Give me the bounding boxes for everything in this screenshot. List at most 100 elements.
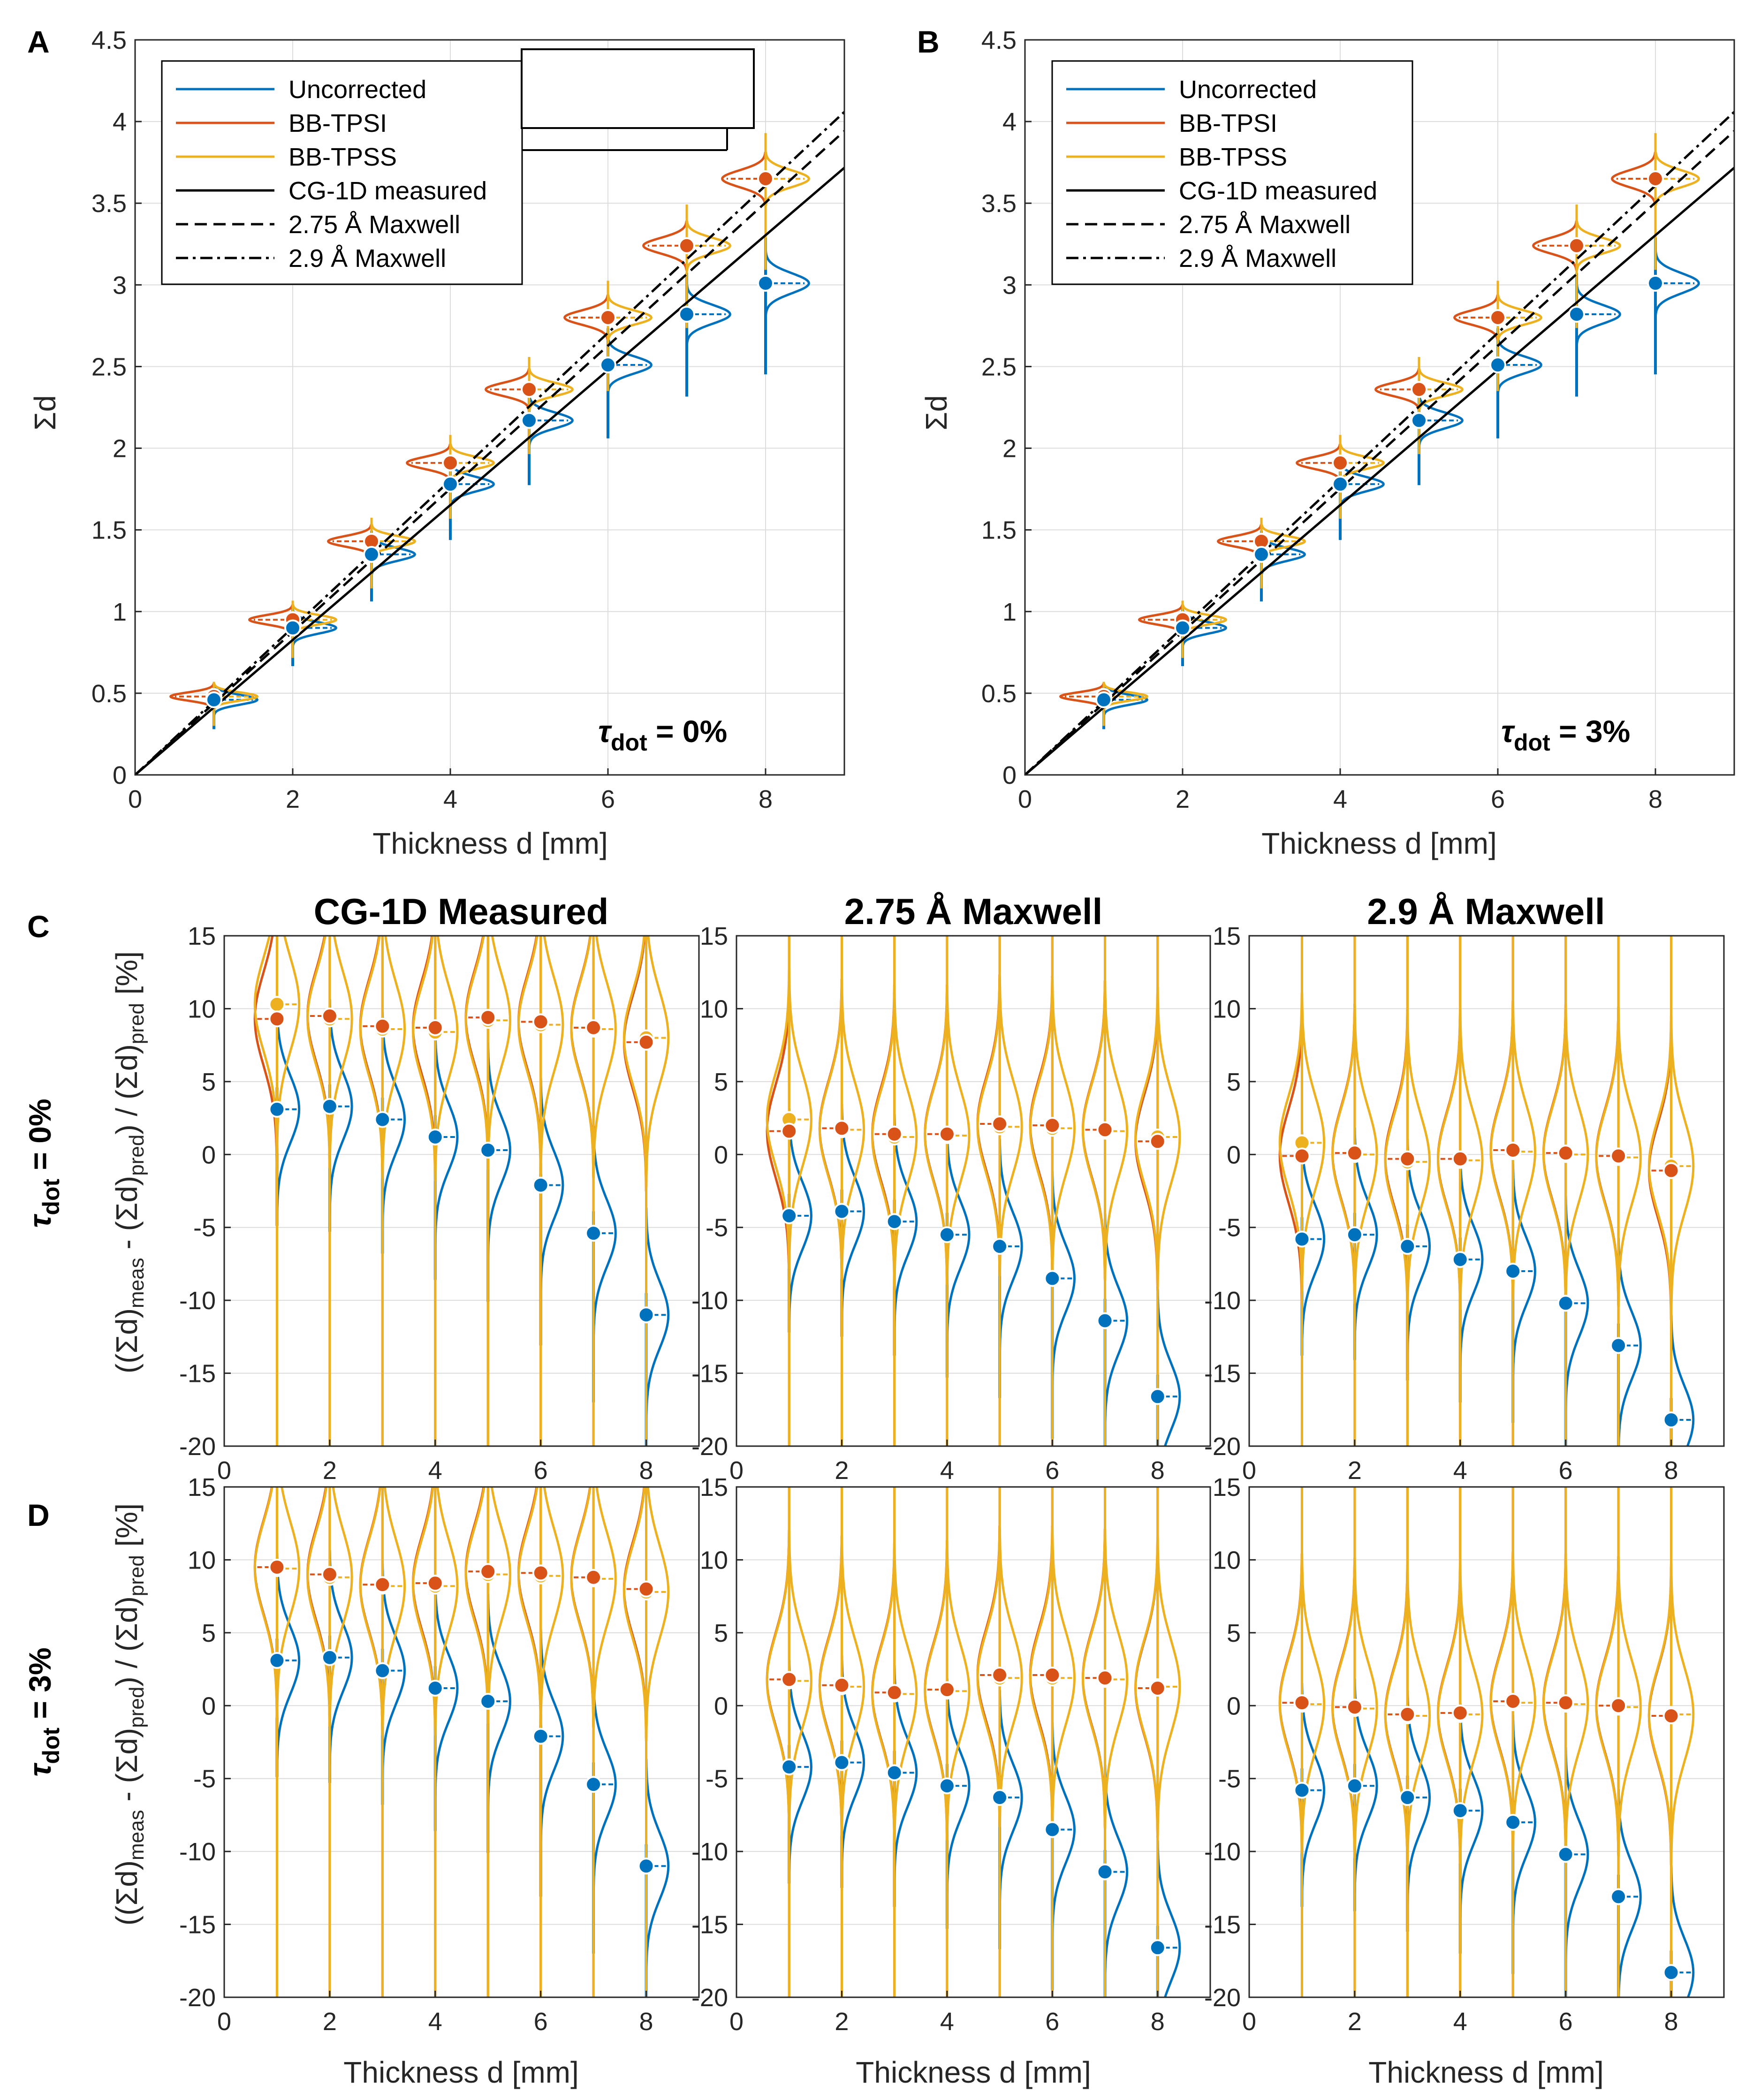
y-tick-label: -10 <box>179 1287 216 1315</box>
distribution-curve <box>924 985 971 1285</box>
y-tick-label: 5 <box>202 1619 216 1647</box>
column-title-275-maxwell: 2.75 Å Maxwell <box>844 891 1103 932</box>
data-point-bb-tpsi <box>678 237 695 254</box>
data-point-uncorrected <box>1568 306 1585 323</box>
distribution-curve <box>998 1139 1023 1354</box>
y-tick-label: -5 <box>706 1214 728 1242</box>
distribution-curve <box>412 1487 459 1736</box>
legend-box <box>161 60 523 285</box>
distribution-curve <box>788 1660 812 1874</box>
panel-a-distributions <box>169 133 810 729</box>
x-tick-label: 0 <box>217 2008 231 2036</box>
distribution-curve <box>1542 1004 1589 1304</box>
x-tick-label: 8 <box>1664 2008 1678 2036</box>
x-tick-label: 0 <box>729 1456 744 1485</box>
distribution-curve <box>1654 152 1700 206</box>
distribution-curve <box>1134 986 1181 1287</box>
x-tick-label: 6 <box>1559 2008 1573 2036</box>
data-point-bb-tpsi <box>637 1033 655 1051</box>
legend-entry-label: BB-TPSI <box>288 109 387 137</box>
data-point-bb-tpsi <box>1399 1150 1416 1168</box>
column-title-29-maxwell: 2.9 Å Maxwell <box>1367 891 1605 932</box>
data-point-uncorrected <box>1293 1230 1311 1248</box>
ylabel-part: ) / (Σd) <box>110 1596 144 1686</box>
x-tick-label: 4 <box>1333 785 1347 813</box>
data-point-bb-tpsi <box>1662 1707 1680 1725</box>
panel-label-c: C <box>27 909 50 944</box>
data-point-uncorrected <box>532 1728 549 1745</box>
distribution-curve <box>818 979 865 1279</box>
distribution-curve <box>1384 1565 1431 1865</box>
data-point-bb-tpss <box>268 996 286 1013</box>
distribution-curve <box>306 1487 353 1727</box>
panel-b-legend: Uncorrected BB-TPSI BB-TPSS CG-1D measured 2… <box>1051 60 1413 285</box>
x-tick-label: 2 <box>286 785 300 813</box>
data-point-bb-tpsi <box>1293 1694 1311 1712</box>
data-point-uncorrected <box>1399 1789 1416 1806</box>
panel-a-legend-rows: Uncorrected BB-TPSI BB-TPSS CG-1D measured 2… <box>176 76 487 273</box>
panel-d-ylabel: ((Σd)meas - (Σd)pred) / (Σd)pred [%] <box>110 1503 148 1926</box>
distribution-curve <box>893 1114 918 1329</box>
distribution-curve <box>213 683 259 716</box>
y-tick-label: 15 <box>700 1473 728 1501</box>
data-point-bb-tpsi <box>1647 170 1664 187</box>
panel-d2-xlabel: Thickness d [mm] <box>856 2055 1091 2089</box>
tau-value: = 3% <box>1550 714 1631 749</box>
data-point-bb-tpsi <box>1411 381 1427 398</box>
distribution-curve <box>1564 1196 1589 1411</box>
data-point-uncorrected <box>284 619 301 637</box>
x-tick-label: 0 <box>1242 2008 1256 2036</box>
data-point-uncorrected <box>1044 1821 1061 1838</box>
axes-box <box>736 935 1211 1447</box>
data-point-bb-tpsi <box>600 309 616 326</box>
ylabel-part: [%] <box>110 1503 144 1555</box>
distribution-curve <box>539 1077 564 1293</box>
data-point-bb-tpsi <box>1346 1145 1363 1162</box>
data-point-uncorrected <box>1557 1295 1574 1312</box>
y-tick-label: 4 <box>113 108 127 136</box>
data-point-uncorrected <box>1557 1846 1574 1863</box>
distribution-curve <box>1647 1564 1695 1864</box>
data-point-uncorrected <box>1610 1888 1627 1905</box>
distribution-curve <box>276 1553 301 1768</box>
distribution-curve <box>788 1108 812 1323</box>
ylabel-part: ((Σd) <box>110 1308 144 1373</box>
x-tick-label: 4 <box>1453 1456 1467 1485</box>
panel-b-data-points <box>1095 170 1664 708</box>
distribution-curve <box>1512 1164 1536 1379</box>
y-tick-label: 0 <box>202 1692 216 1720</box>
x-tick-label: 2 <box>835 1456 849 1485</box>
data-point-uncorrected <box>321 1649 338 1666</box>
panel-a-legend: Uncorrected BB-TPSI BB-TPSS CG-1D measured 2… <box>161 48 755 285</box>
distribution-curve <box>1339 444 1385 482</box>
data-point-uncorrected <box>442 476 459 493</box>
data-point-uncorrected <box>1149 1388 1166 1405</box>
distribution-curve <box>1295 444 1341 482</box>
distribution-curve <box>1654 251 1700 316</box>
distribution-curve <box>487 1594 511 1809</box>
reference-line-cg-1d-measured <box>1025 167 1734 775</box>
data-point-uncorrected <box>1346 1226 1363 1243</box>
distribution-curve <box>1542 1554 1589 1854</box>
data-point-bb-tpsi <box>1662 1162 1680 1179</box>
distribution-curve <box>592 1126 617 1341</box>
distribution-curve <box>607 294 653 341</box>
distribution-curve <box>1134 1536 1181 1836</box>
ylabel-part: [%] <box>110 951 144 1003</box>
y-tick-label: 10 <box>1213 995 1241 1023</box>
distribution-curve <box>766 969 812 1269</box>
data-point-uncorrected <box>363 546 380 563</box>
distribution-curve <box>517 1487 564 1725</box>
distribution-curve <box>1104 1213 1129 1428</box>
panel-a-ylabel: Σd <box>28 395 62 430</box>
x-tick-label: 0 <box>1242 1456 1256 1485</box>
ylabel-part: ) / (Σd) <box>110 1044 144 1134</box>
distribution-curve <box>818 1536 865 1836</box>
data-point-uncorrected <box>1346 1777 1363 1795</box>
y-tick-label: 0 <box>1227 1692 1241 1720</box>
distribution-curve <box>359 936 406 1179</box>
data-point-bb-tpsi <box>757 170 774 187</box>
data-point-uncorrected <box>781 1758 798 1775</box>
data-point-uncorrected <box>1149 1939 1166 1956</box>
